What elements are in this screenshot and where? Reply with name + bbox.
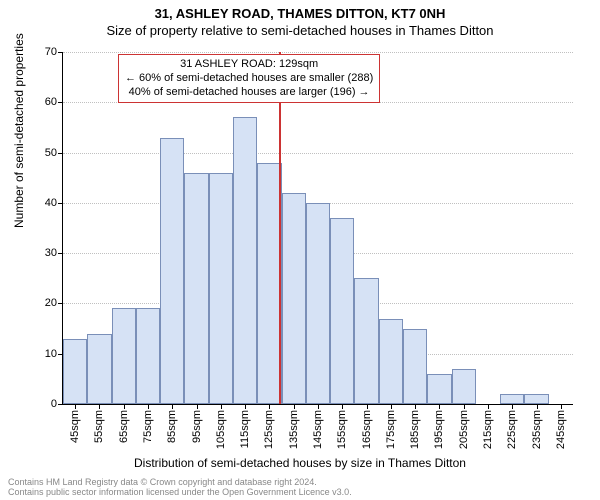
annotation-line: ← 60% of semi-detached houses are smalle… — [125, 72, 373, 86]
annotation-line: 31 ASHLEY ROAD: 129sqm — [125, 58, 373, 72]
xtick-label: 175sqm — [385, 410, 397, 449]
gridline — [63, 52, 573, 53]
histogram-bar — [403, 329, 427, 404]
xtick-mark — [245, 404, 246, 409]
xtick-label: 225sqm — [506, 410, 518, 449]
xtick-mark — [99, 404, 100, 409]
histogram-bar — [354, 278, 378, 404]
ytick-label: 10 — [45, 348, 57, 360]
histogram-bar — [209, 173, 233, 404]
ytick-label: 70 — [45, 46, 57, 58]
xtick-mark — [172, 404, 173, 409]
highlight-line — [279, 52, 281, 404]
y-axis-label: Number of semi-detached properties — [12, 33, 26, 228]
histogram-bar — [184, 173, 208, 404]
ytick-label: 30 — [45, 247, 57, 259]
histogram-bar — [379, 319, 403, 404]
xtick-label: 185sqm — [409, 410, 421, 449]
ytick-label: 50 — [45, 147, 57, 159]
xtick-label: 215sqm — [482, 410, 494, 449]
ytick-mark — [58, 203, 63, 204]
xtick-mark — [318, 404, 319, 409]
xtick-label: 105sqm — [215, 410, 227, 449]
xtick-mark — [148, 404, 149, 409]
xtick-mark — [269, 404, 270, 409]
annotation-line: 40% of semi-detached houses are larger (… — [125, 86, 373, 100]
xtick-label: 95sqm — [191, 410, 203, 443]
histogram-bar — [257, 163, 281, 404]
ytick-mark — [58, 153, 63, 154]
xtick-label: 65sqm — [118, 410, 130, 443]
xtick-mark — [391, 404, 392, 409]
ytick-mark — [58, 52, 63, 53]
histogram-bar — [452, 369, 476, 404]
ytick-label: 20 — [45, 297, 57, 309]
xtick-label: 135sqm — [288, 410, 300, 449]
histogram-bar — [87, 334, 111, 404]
histogram-bar — [160, 138, 184, 405]
annotation-box: 31 ASHLEY ROAD: 129sqm← 60% of semi-deta… — [118, 54, 380, 103]
ytick-mark — [58, 404, 63, 405]
histogram-bar — [63, 339, 87, 404]
xtick-mark — [488, 404, 489, 409]
xtick-label: 205sqm — [458, 410, 470, 449]
ytick-mark — [58, 303, 63, 304]
xtick-mark — [367, 404, 368, 409]
xtick-label: 55sqm — [93, 410, 105, 443]
xtick-label: 125sqm — [263, 410, 275, 449]
xtick-label: 85sqm — [166, 410, 178, 443]
footer-attribution: Contains HM Land Registry data © Crown c… — [8, 478, 352, 498]
xtick-label: 235sqm — [531, 410, 543, 449]
xtick-label: 155sqm — [336, 410, 348, 449]
histogram-bar — [233, 117, 257, 404]
histogram-bar — [330, 218, 354, 404]
histogram-bar — [524, 394, 548, 404]
xtick-mark — [294, 404, 295, 409]
histogram-bar — [306, 203, 330, 404]
x-axis-label: Distribution of semi-detached houses by … — [0, 456, 600, 470]
xtick-mark — [415, 404, 416, 409]
xtick-mark — [561, 404, 562, 409]
xtick-mark — [342, 404, 343, 409]
xtick-label: 75sqm — [142, 410, 154, 443]
plot-area: 01020304050607045sqm55sqm65sqm75sqm85sqm… — [62, 52, 573, 405]
ytick-label: 60 — [45, 96, 57, 108]
xtick-mark — [75, 404, 76, 409]
histogram-bar — [500, 394, 524, 404]
xtick-label: 145sqm — [312, 410, 324, 449]
histogram-bar — [136, 308, 160, 404]
xtick-mark — [464, 404, 465, 409]
xtick-label: 165sqm — [361, 410, 373, 449]
xtick-label: 245sqm — [555, 410, 567, 449]
chart-subtitle: Size of property relative to semi-detach… — [0, 21, 600, 38]
xtick-mark — [537, 404, 538, 409]
xtick-label: 115sqm — [239, 410, 251, 448]
xtick-mark — [124, 404, 125, 409]
xtick-label: 195sqm — [433, 410, 445, 449]
ytick-mark — [58, 253, 63, 254]
xtick-mark — [512, 404, 513, 409]
gridline — [63, 153, 573, 154]
histogram-bar — [112, 308, 136, 404]
chart-title-address: 31, ASHLEY ROAD, THAMES DITTON, KT7 0NH — [0, 0, 600, 21]
xtick-mark — [197, 404, 198, 409]
ytick-label: 40 — [45, 197, 57, 209]
ytick-label: 0 — [51, 398, 57, 410]
histogram-bar — [282, 193, 306, 404]
histogram-bar — [427, 374, 451, 404]
ytick-mark — [58, 102, 63, 103]
chart-container: 31, ASHLEY ROAD, THAMES DITTON, KT7 0NH … — [0, 0, 600, 500]
xtick-label: 45sqm — [69, 410, 81, 443]
footer-line-2: Contains public sector information licen… — [8, 488, 352, 498]
xtick-mark — [221, 404, 222, 409]
xtick-mark — [439, 404, 440, 409]
